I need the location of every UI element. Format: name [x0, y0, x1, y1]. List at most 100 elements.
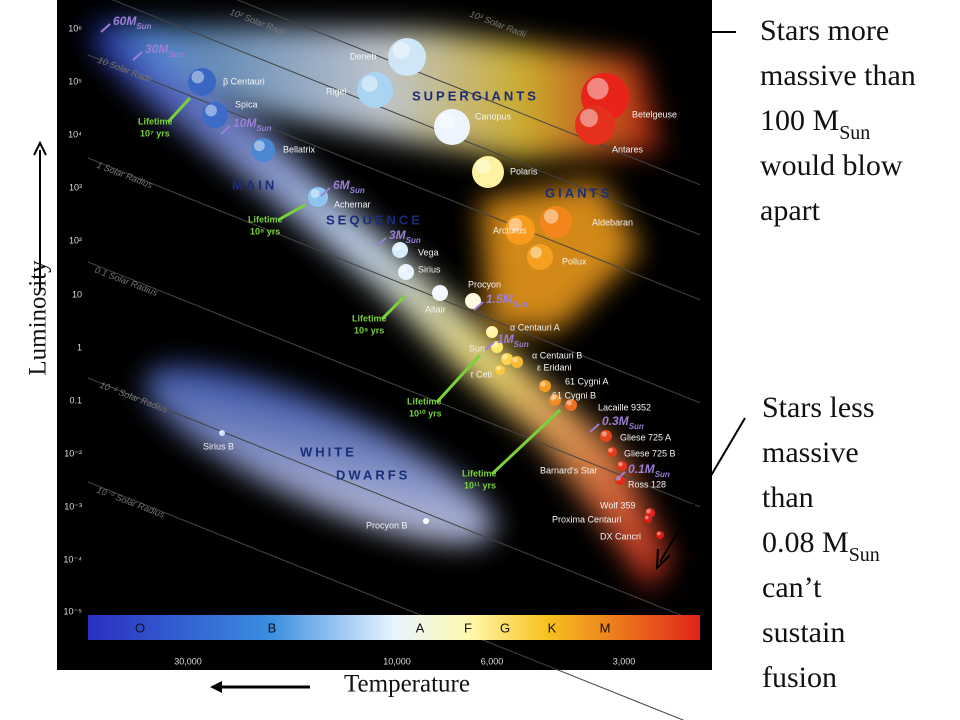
lifetime-span: 10¹⁰ yrs — [409, 408, 442, 418]
mass-tick — [484, 341, 495, 351]
annotation-line: can’t — [762, 571, 822, 604]
y-tick-label: 10⁻³ — [64, 501, 82, 511]
y-tick-label: 10³ — [69, 182, 82, 192]
star-highlight — [550, 395, 556, 401]
y-tick-label: 10⁶ — [68, 23, 82, 33]
star — [434, 109, 470, 145]
star-name: Rigel — [326, 86, 347, 96]
star-highlight — [476, 159, 491, 174]
star — [527, 244, 553, 270]
y-tick-label: 10⁻⁴ — [63, 554, 82, 564]
star-name: β Centauri — [223, 76, 265, 86]
mass-label: 10MSun — [233, 116, 272, 132]
star-name: Procyon B — [366, 520, 408, 530]
spectral-class: K — [548, 620, 557, 635]
x-tick-label: 10,000 — [383, 656, 411, 666]
star-highlight — [423, 518, 427, 522]
annotation-line: sustain — [762, 616, 845, 649]
spectral-class: F — [464, 620, 472, 635]
star-highlight — [467, 294, 475, 302]
star-name: Deneb — [350, 51, 377, 61]
star-highlight — [191, 70, 205, 84]
lifetime-span: 10⁷ yrs — [140, 128, 170, 138]
star-name: Sirius B — [203, 441, 234, 451]
star — [505, 215, 535, 245]
radius-line — [111, 0, 701, 236]
mass-label-sub: Sun — [168, 50, 183, 59]
star-highlight — [361, 75, 378, 92]
mass-tick — [589, 423, 600, 433]
star-highlight — [205, 104, 217, 117]
star-name: Antares — [612, 144, 644, 154]
star-name: 61 Cygni B — [552, 390, 596, 400]
star-highlight — [645, 515, 649, 520]
star-highlight — [657, 531, 661, 536]
star-highlight — [508, 218, 523, 232]
lifetime-title: Lifetime — [138, 116, 173, 126]
star — [549, 394, 561, 406]
radius-line — [87, 54, 701, 301]
annotation-line: than — [762, 481, 814, 514]
star — [423, 518, 429, 524]
star-highlight — [540, 381, 546, 387]
star — [656, 531, 664, 539]
star — [392, 242, 408, 258]
mass-label-main: 30M — [145, 42, 169, 56]
star-name: Ross 128 — [628, 479, 666, 489]
mass-label-sub: Sun — [513, 300, 528, 309]
mass-label-main: 3M — [389, 228, 407, 242]
mass-tick — [132, 51, 143, 61]
star-highlight — [618, 462, 623, 467]
annotation-line-sub: Sun — [849, 544, 880, 566]
star-highlight — [438, 112, 455, 129]
star — [219, 430, 225, 436]
star-name: Canopus — [475, 111, 512, 121]
mass-label: 3MSun — [389, 228, 421, 244]
star-highlight — [566, 400, 572, 406]
lifetime-pointer — [166, 96, 192, 124]
annotation-line: Stars less — [762, 391, 875, 424]
star-highlight — [646, 509, 651, 514]
mass-label: 0.1MSun — [628, 462, 670, 478]
star — [465, 293, 481, 309]
mass-tick — [320, 187, 331, 197]
mass-label-sub: Sun — [350, 186, 365, 195]
temperature-arrowhead — [210, 681, 222, 693]
annotation-line: Stars more — [760, 14, 889, 47]
star-name: DX Cancri — [600, 531, 641, 541]
x-axis-label: Temperature — [344, 671, 470, 698]
region-label: MAIN — [232, 177, 277, 192]
star-highlight — [580, 109, 598, 127]
region-label: GIANTS — [545, 185, 612, 200]
star-highlight — [487, 327, 493, 333]
mass-label: 6MSun — [333, 178, 365, 194]
spectral-class: M — [600, 620, 611, 635]
mass-label-sub: Sun — [406, 236, 421, 245]
star-name: Procyon — [468, 279, 501, 289]
luminosity-arrowhead — [33, 140, 47, 156]
annotation-line-main: 0.08 M — [762, 526, 849, 559]
annotation-line: 100 MSun — [760, 104, 870, 144]
star-name: Vega — [418, 247, 439, 257]
y-tick-label: 10 — [72, 289, 82, 299]
y-tick-label: 10⁴ — [68, 129, 82, 139]
star — [511, 356, 523, 368]
star-highlight — [434, 286, 442, 294]
star — [491, 341, 503, 353]
mass-tick — [100, 23, 111, 33]
radius-line — [87, 481, 685, 720]
star — [575, 105, 615, 145]
spectral-class: B — [268, 620, 277, 635]
star-name: 61 Cygni A — [565, 376, 609, 386]
star-highlight — [512, 357, 518, 363]
star-highlight — [544, 209, 559, 224]
star — [432, 285, 448, 301]
star — [495, 365, 505, 375]
star-name: τ Ceti — [470, 369, 492, 379]
star — [600, 430, 612, 442]
star — [202, 102, 228, 128]
x-tick-label: 30,000 — [174, 656, 202, 666]
star — [472, 156, 504, 188]
annotation-line-main: 100 M — [760, 104, 839, 137]
star-highlight — [496, 366, 501, 371]
